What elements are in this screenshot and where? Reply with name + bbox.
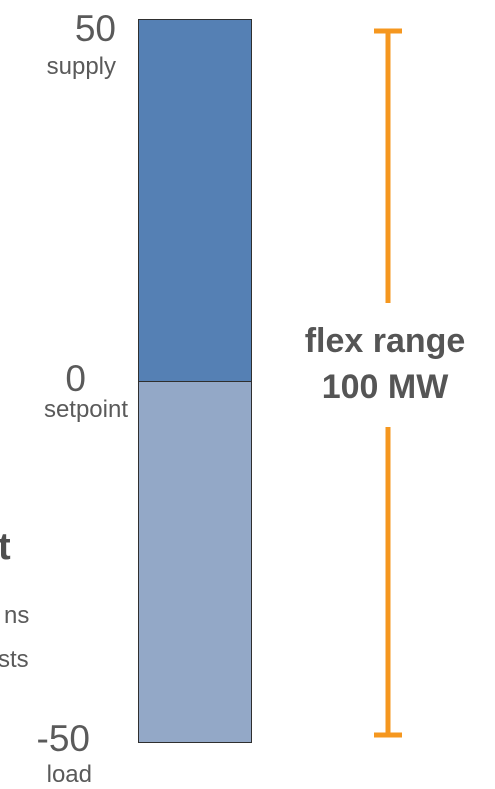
scale-bottom-value: -50 [36,718,90,759]
scale-middle-label: setpoint [43,396,128,423]
cropped-text-fragment-2: sts [0,646,29,673]
flex-range-value: 100 MW [321,368,449,406]
scale-top-value: 50 [74,8,116,49]
load-bar-segment [138,381,252,743]
scale-bottom-label: load [46,761,92,788]
cropped-text-fragment-1: ns [4,602,30,629]
flex-range-title: flex range [304,322,466,360]
scale-middle-value: 0 [65,358,86,399]
cropped-heading-fragment: t [0,526,11,568]
supply-bar-segment [138,19,252,382]
scale-top-label: supply [46,53,116,80]
